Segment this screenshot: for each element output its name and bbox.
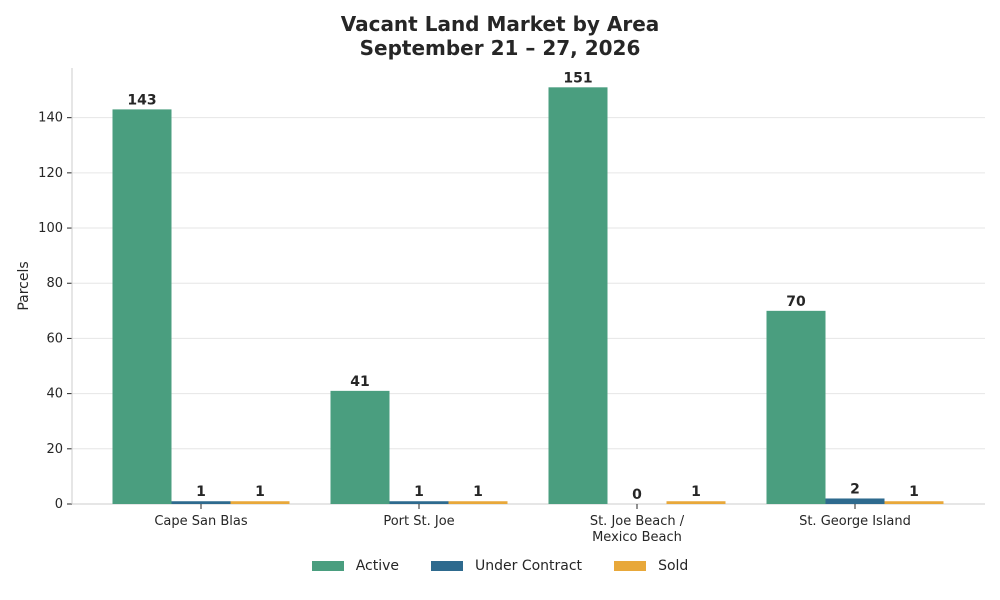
chart-legend: Active Under Contract Sold	[0, 558, 1000, 574]
y-tick-label: 0	[55, 497, 63, 512]
bar-value-label: 70	[786, 294, 806, 310]
y-tick-label: 60	[46, 331, 63, 346]
legend-label-sold: Sold	[658, 558, 689, 574]
bar-value-label: 2	[850, 481, 860, 497]
bar-value-label: 151	[563, 70, 592, 86]
bar-active	[548, 87, 608, 504]
bar-value-label: 41	[350, 374, 369, 390]
legend-swatch-active	[311, 561, 344, 571]
bar-active	[766, 310, 826, 504]
legend-item-active: Active	[311, 558, 399, 574]
legend-swatch-sold	[614, 561, 647, 571]
bar-value-label: 1	[909, 484, 919, 500]
bar-value-label: 0	[632, 487, 642, 503]
bar-value-label: 1	[473, 484, 483, 500]
bar-value-label: 1	[196, 484, 206, 500]
bar-sold	[448, 501, 508, 504]
bar-under-contract	[825, 498, 885, 504]
legend-item-under-contract: Under Contract	[431, 558, 582, 574]
y-tick-label: 140	[38, 111, 63, 126]
y-tick-label: 80	[46, 276, 63, 291]
bar-active	[330, 390, 390, 504]
legend-swatch-under-contract	[431, 561, 463, 571]
y-axis-label: Parcels	[16, 261, 32, 310]
bar-under-contract	[389, 501, 449, 504]
bar-value-label: 143	[127, 92, 156, 108]
bar-under-contract	[171, 501, 231, 504]
y-tick-label: 100	[38, 221, 63, 236]
x-tick-label: St. Joe Beach /	[590, 514, 685, 529]
y-tick-label: 20	[46, 442, 63, 457]
legend-label-active: Active	[355, 558, 399, 574]
x-tick-label: Mexico Beach	[592, 530, 682, 545]
bar-active	[112, 109, 172, 505]
chart-subtitle: September 21 – 27, 2026	[359, 36, 641, 60]
bar-value-label: 1	[691, 484, 701, 500]
bar-sold	[884, 501, 944, 504]
bar-value-label: 1	[255, 484, 265, 500]
x-tick-label: St. George Island	[799, 514, 911, 529]
bar-value-label: 1	[414, 484, 424, 500]
y-tick-label: 120	[38, 166, 63, 181]
bar-sold	[230, 501, 290, 504]
chart-title: Vacant Land Market by Area	[340, 12, 660, 36]
legend-item-sold: Sold	[614, 558, 688, 574]
bar-sold	[666, 501, 726, 504]
legend-label-under-contract: Under Contract	[475, 558, 583, 574]
x-tick-label: Cape San Blas	[154, 514, 248, 529]
x-tick-label: Port St. Joe	[383, 514, 454, 529]
y-tick-label: 40	[46, 387, 63, 402]
